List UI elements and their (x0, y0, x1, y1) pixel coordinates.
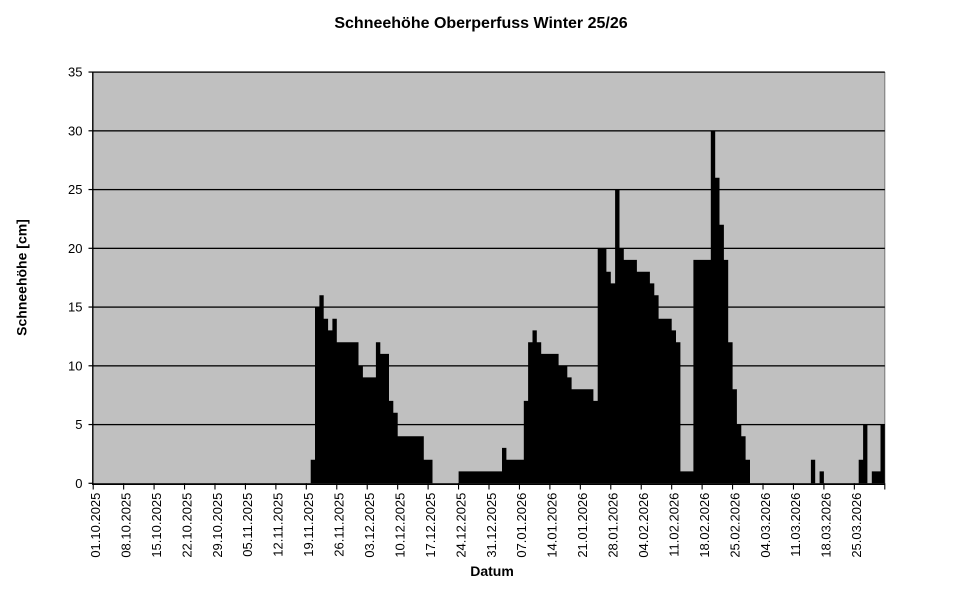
svg-text:03.12.2025: 03.12.2025 (362, 493, 377, 558)
svg-text:08.10.2025: 08.10.2025 (118, 493, 133, 558)
svg-text:19.11.2025: 19.11.2025 (301, 493, 316, 557)
svg-text:26.11.2025: 26.11.2025 (332, 493, 347, 557)
svg-text:20: 20 (68, 241, 82, 256)
svg-text:31.12.2025: 31.12.2025 (484, 493, 499, 558)
svg-text:24.12.2025: 24.12.2025 (453, 493, 468, 558)
svg-text:11.03.2026: 11.03.2026 (788, 493, 803, 557)
svg-text:17.12.2025: 17.12.2025 (423, 493, 438, 558)
svg-text:10: 10 (68, 358, 82, 373)
svg-text:15.10.2025: 15.10.2025 (149, 493, 164, 558)
svg-text:5: 5 (75, 417, 82, 432)
svg-text:11.02.2026: 11.02.2026 (666, 493, 681, 557)
svg-text:21.01.2026: 21.01.2026 (575, 493, 590, 558)
svg-text:29.10.2025: 29.10.2025 (210, 493, 225, 558)
svg-text:12.11.2025: 12.11.2025 (271, 493, 286, 557)
svg-text:Datum: Datum (470, 563, 514, 579)
svg-text:10.12.2025: 10.12.2025 (392, 493, 407, 558)
svg-text:0: 0 (75, 476, 82, 491)
svg-text:Schneehöhe Oberperfuss Winter: Schneehöhe Oberperfuss Winter 25/26 (334, 15, 627, 32)
svg-text:Schneehöhe [cm]: Schneehöhe [cm] (14, 219, 30, 336)
svg-text:15: 15 (68, 300, 82, 315)
svg-text:25.02.2026: 25.02.2026 (727, 493, 742, 558)
svg-text:05.11.2025: 05.11.2025 (240, 493, 255, 557)
svg-text:01.10.2025: 01.10.2025 (88, 493, 103, 558)
svg-text:25: 25 (68, 182, 82, 197)
svg-text:35: 35 (68, 65, 82, 80)
svg-text:07.01.2026: 07.01.2026 (514, 493, 529, 558)
svg-text:30: 30 (68, 123, 82, 138)
svg-text:18.02.2026: 18.02.2026 (697, 493, 712, 558)
svg-text:18.03.2026: 18.03.2026 (819, 493, 834, 558)
svg-text:28.01.2026: 28.01.2026 (606, 493, 621, 558)
svg-text:04.03.2026: 04.03.2026 (758, 493, 773, 558)
svg-text:22.10.2025: 22.10.2025 (179, 493, 194, 558)
svg-text:25.03.2026: 25.03.2026 (849, 493, 864, 558)
svg-text:14.01.2026: 14.01.2026 (545, 493, 560, 558)
svg-text:04.02.2026: 04.02.2026 (636, 493, 651, 558)
